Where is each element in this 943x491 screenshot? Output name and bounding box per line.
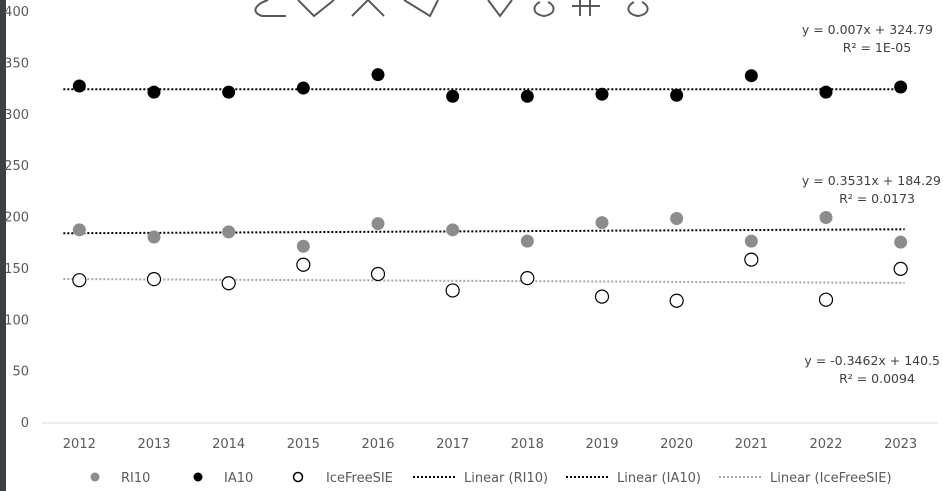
trend-lines <box>63 88 905 284</box>
trendline-equation: y = 0.3531x + 184.29 <box>802 173 941 188</box>
x-tick-label: 2018 <box>511 437 544 452</box>
point-ia10 <box>819 85 833 99</box>
y-tick-label: 350 <box>4 56 29 71</box>
legend: RI10 IA10 IceFreeSIE Linear (RI10) Linear (I… <box>90 471 892 486</box>
point-ri10 <box>222 225 236 239</box>
point-ia10 <box>670 88 684 102</box>
point-ri10 <box>520 234 534 248</box>
point-icefreesie <box>893 261 908 276</box>
y-tick-label: 300 <box>4 108 29 123</box>
point-icefreesie <box>72 273 87 288</box>
legend-marker-ri10 <box>90 472 100 482</box>
point-ia10 <box>72 79 86 93</box>
legend-label-ri10: RI10 <box>121 471 150 486</box>
trendline-r-squared: R² = 0.0173 <box>839 191 915 206</box>
point-ri10 <box>595 216 609 230</box>
legend-marker-icefreesie <box>292 471 304 483</box>
title-fragment-stroke <box>297 0 335 18</box>
trendline-r-squared: R² = 1E-05 <box>843 40 911 55</box>
point-ri10 <box>296 239 310 253</box>
point-ia10 <box>296 81 310 95</box>
point-ia10 <box>744 69 758 83</box>
trendline-equation: y = -0.3462x + 140.5 <box>804 353 940 368</box>
point-icefreesie <box>520 271 535 286</box>
title-fragment-stroke <box>627 1 649 18</box>
x-tick-label: 2013 <box>137 437 170 452</box>
y-tick-label: 0 <box>21 416 29 431</box>
legend-label-icefreesie: IceFreeSIE <box>326 471 393 486</box>
cropped-title-fragment <box>254 0 649 18</box>
legend-label-linear-icefreesie: Linear (IceFreeSIE) <box>770 471 892 486</box>
trendline-r-squared: R² = 0.0094 <box>839 371 915 386</box>
point-ia10 <box>894 80 908 94</box>
x-tick-label: 2023 <box>884 437 917 452</box>
x-tick-label: 2015 <box>287 437 320 452</box>
point-ri10 <box>670 212 684 226</box>
point-ia10 <box>222 85 236 99</box>
point-ia10 <box>520 89 534 103</box>
legend-label-ia10: IA10 <box>224 471 253 486</box>
title-fragment-stroke <box>254 0 286 17</box>
x-tick-label: 2017 <box>436 437 469 452</box>
point-ri10 <box>72 223 86 237</box>
point-icefreesie <box>370 266 386 282</box>
trendline-ri10 <box>63 228 905 235</box>
point-ia10 <box>371 68 385 82</box>
y-tick-label: 150 <box>4 262 29 277</box>
y-tick-label: 50 <box>12 365 29 380</box>
point-ri10 <box>744 234 758 248</box>
y-tick-label: 200 <box>4 211 29 226</box>
point-icefreesie <box>146 272 162 287</box>
x-tick-label: 2019 <box>585 437 618 452</box>
trendline-icefreesie <box>63 277 905 284</box>
point-ri10 <box>446 223 460 237</box>
point-icefreesie <box>818 292 834 307</box>
x-tick-label: 2022 <box>809 437 842 452</box>
title-fragment-stroke <box>487 0 513 18</box>
trendline-equations: y = 0.3531x + 184.29 R² = 0.0173 y = 0.007… <box>802 22 941 386</box>
y-tick-label: 100 <box>4 313 29 328</box>
window-edge <box>0 0 6 491</box>
point-icefreesie <box>594 289 610 304</box>
point-icefreesie <box>296 257 311 272</box>
data-markers <box>72 68 908 308</box>
title-fragment-stroke <box>572 0 600 16</box>
x-tick-label: 2014 <box>212 437 245 452</box>
x-tick-label: 2020 <box>660 437 693 452</box>
title-fragment-stroke <box>533 1 555 18</box>
x-tick-label: 2012 <box>63 437 96 452</box>
point-icefreesie <box>669 293 684 308</box>
point-icefreesie <box>445 283 460 298</box>
x-tick-label: 2021 <box>735 437 768 452</box>
y-axis-ticks: 0 50 100 150 200 250 300 350 400 <box>4 5 29 431</box>
title-fragment-stroke <box>403 0 439 18</box>
point-ia10 <box>446 89 460 103</box>
x-axis-ticks: 2012 2013 2014 2015 2016 2017 2018 2019 2020 2021… <box>63 437 917 452</box>
point-ia10 <box>147 85 161 99</box>
point-icefreesie <box>221 276 236 291</box>
point-ri10 <box>894 235 908 249</box>
trendline-equation: y = 0.007x + 324.79 <box>802 22 933 37</box>
legend-label-linear-ri10: Linear (RI10) <box>464 471 548 486</box>
title-fragment-stroke <box>351 0 385 17</box>
point-ri10 <box>371 217 385 231</box>
point-ri10 <box>147 230 161 244</box>
point-icefreesie <box>744 252 759 267</box>
point-ri10 <box>819 211 833 224</box>
legend-label-linear-ia10: Linear (IA10) <box>617 471 701 486</box>
point-ia10 <box>595 87 609 101</box>
legend-marker-ia10 <box>193 472 203 482</box>
x-tick-label: 2016 <box>361 437 394 452</box>
y-tick-label: 400 <box>4 5 29 20</box>
y-tick-label: 250 <box>4 159 29 174</box>
